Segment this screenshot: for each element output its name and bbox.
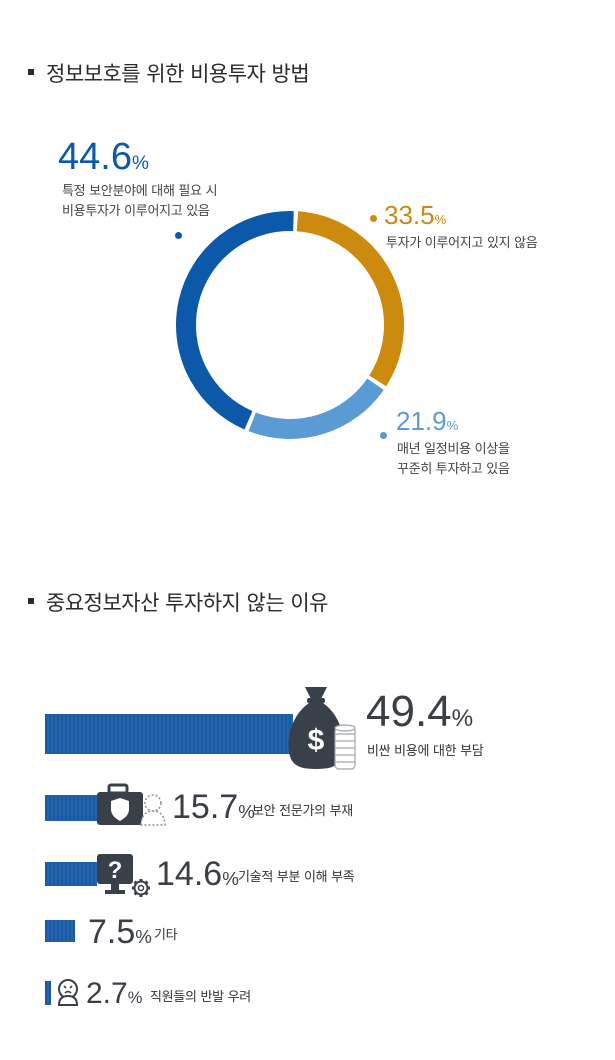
bar-2-symbol: % (238, 801, 255, 822)
worried-person-icon (57, 979, 79, 1006)
slice-1-label-line2: 비용투자가 이루어지고 있음 (62, 204, 210, 219)
bar-3-number: 14.6 (156, 855, 223, 893)
slice-3-label: 매년 일정비용 이상을 꾸준히 투자하고 있음 (397, 440, 510, 480)
bar-5-value: 2.7% (86, 979, 142, 1009)
slice-1-value: 44.6% (58, 138, 149, 176)
section-title-investment-method: 정보보호를 위한 비용투자 방법 (28, 58, 310, 88)
monitor-question-icon: ? (97, 854, 150, 897)
bar-5-symbol: % (127, 989, 143, 1007)
slice-2-symbol: % (434, 212, 447, 227)
bar-2-label: 보안 전문가의 부재 (252, 804, 353, 819)
slice-3-value: 21.9% (396, 408, 458, 434)
bar-5 (45, 981, 51, 1005)
slice-1-symbol: % (131, 153, 149, 174)
slice-2-marker (370, 215, 377, 222)
slice-3-label-line2: 꾸준히 투자하고 있음 (397, 462, 510, 477)
bar-2 (45, 795, 100, 821)
bar-5-label: 직원들의 반발 우려 (150, 990, 251, 1005)
bar-1-value: 49.4% (366, 690, 473, 734)
svg-text:?: ? (108, 857, 123, 884)
bullet-square-icon (28, 598, 34, 604)
slice-3-label-line1: 매년 일정비용 이상을 (397, 442, 510, 457)
slice-1-marker (175, 232, 182, 239)
bar-3 (45, 862, 97, 886)
bar-4-label: 기타 (154, 928, 178, 943)
slice-2-number: 33.5 (384, 200, 435, 230)
bar-3-symbol: % (222, 868, 239, 889)
slice-2-label: 투자가 이루어지고 있지 않음 (386, 234, 538, 254)
section-title-text: 정보보호를 위한 비용투자 방법 (46, 62, 310, 86)
slice-3-marker (380, 432, 387, 439)
slice-2-label-line1: 투자가 이루어지고 있지 않음 (386, 236, 538, 251)
slice-1-label-line1: 특정 보안분야에 대해 필요 시 (62, 184, 218, 199)
money-bag-icon: $ (288, 687, 356, 770)
svg-text:$: $ (308, 724, 325, 757)
bar-4-value: 7.5% (88, 915, 152, 949)
security-expert-icon (97, 783, 166, 826)
section-title-text: 중요정보자산 투자하지 않는 이유 (46, 591, 329, 615)
bar-2-number: 15.7 (172, 788, 239, 826)
slice-3-symbol: % (446, 418, 459, 433)
bar-2-value: 15.7% (172, 790, 255, 824)
donut-slice-2 (296, 211, 404, 387)
donut-chart (176, 211, 404, 439)
bar-1 (45, 714, 293, 754)
bar-4-symbol: % (135, 926, 152, 947)
bar-5-number: 2.7 (86, 977, 128, 1010)
section-title-no-investment-reasons: 중요정보자산 투자하지 않는 이유 (28, 587, 329, 617)
bar-4-number: 7.5 (88, 913, 136, 951)
bar-1-number: 49.4 (366, 687, 452, 736)
bar-1-symbol: % (451, 705, 474, 732)
bar-1-label: 비싼 비용에 대한 부담 (367, 744, 484, 759)
slice-2-value: 33.5% (384, 202, 446, 228)
slice-1-number: 44.6 (58, 136, 132, 178)
bar-3-label: 기술적 부분 이해 부족 (238, 870, 355, 885)
bar-3-value: 14.6% (156, 857, 239, 891)
donut-slice-1 (176, 211, 294, 430)
bar-4 (45, 920, 75, 942)
bullet-square-icon (28, 69, 34, 75)
slice-1-label: 특정 보안분야에 대해 필요 시 비용투자가 이루어지고 있음 (62, 182, 218, 222)
slice-3-number: 21.9 (396, 406, 447, 436)
donut-slice-3 (248, 378, 384, 439)
